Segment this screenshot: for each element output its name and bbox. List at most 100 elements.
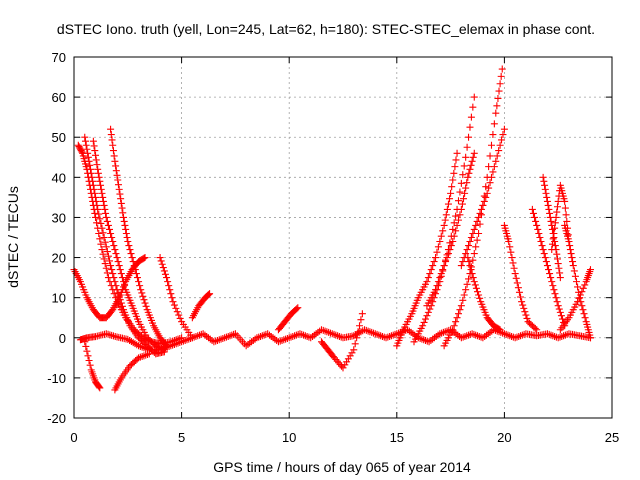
data-point-marker [581, 281, 589, 289]
data-point-marker [543, 262, 551, 270]
data-point-marker [128, 254, 136, 262]
data-point-marker [463, 280, 471, 288]
data-point-marker [556, 269, 564, 277]
data-point-marker [569, 262, 577, 270]
data-point-marker [447, 242, 455, 250]
data-point-marker [449, 326, 457, 334]
data-point-marker [553, 255, 561, 263]
data-point-marker [521, 308, 529, 316]
data-point-marker [89, 137, 97, 145]
data-point-marker [114, 181, 122, 189]
data-point-marker [561, 197, 569, 205]
data-point-marker [565, 238, 573, 246]
data-point-marker [108, 234, 116, 241]
data-point-marker [543, 193, 551, 201]
data-point-marker [97, 181, 105, 189]
data-point-marker [173, 308, 181, 316]
data-point-marker [92, 156, 100, 164]
data-point-marker [444, 250, 452, 258]
data-point-marker [424, 308, 432, 316]
data-point-marker [539, 173, 547, 181]
data-point-marker [586, 266, 594, 274]
data-point-marker [545, 205, 553, 213]
data-point-marker [113, 254, 121, 262]
data-point-marker [540, 250, 548, 258]
data-point-marker [449, 176, 457, 184]
data-point-marker [579, 284, 587, 292]
data-point-marker [344, 355, 352, 363]
data-point-marker [556, 308, 564, 316]
data-point-marker [145, 350, 153, 358]
data-point-marker [121, 221, 129, 229]
data-point-marker [555, 305, 563, 313]
data-point-marker [124, 238, 132, 246]
data-point-marker [117, 199, 125, 207]
data-point-marker [433, 248, 441, 256]
data-point-marker [118, 204, 126, 212]
data-point-marker [142, 302, 150, 310]
data-point-marker [467, 113, 475, 121]
data-point-marker [548, 278, 556, 286]
data-point-marker [85, 157, 93, 165]
data-point-marker [451, 163, 459, 171]
data-point-marker [563, 217, 571, 225]
data-point-marker [542, 189, 550, 197]
data-point-marker [434, 278, 442, 286]
y-tick-label: 20 [52, 251, 66, 266]
data-point-marker [544, 201, 552, 209]
data-point-marker [95, 383, 103, 391]
data-point-marker [480, 197, 488, 205]
data-point-marker [487, 141, 495, 149]
data-point-marker [112, 282, 120, 290]
data-point-marker [550, 229, 558, 237]
data-point-marker [95, 229, 103, 237]
data-point-marker [137, 286, 145, 294]
data-point-marker [81, 133, 89, 141]
data-point-marker [460, 291, 468, 299]
data-point-marker [110, 290, 118, 298]
data-point-marker [157, 257, 165, 265]
data-point-marker [86, 161, 94, 169]
data-point-marker [465, 133, 473, 141]
data-point-marker [429, 262, 437, 270]
data-point-marker [114, 258, 122, 266]
data-point-marker [100, 255, 108, 263]
data-point-marker [534, 225, 542, 233]
plot-frame [73, 56, 613, 419]
data-point-marker [467, 161, 475, 169]
data-point-marker [469, 153, 477, 161]
data-point-marker [78, 148, 86, 156]
data-point-marker [498, 136, 506, 144]
data-point-marker [444, 200, 452, 208]
data-point-marker [443, 205, 451, 213]
data-point-marker [489, 168, 497, 176]
data-point-marker [459, 258, 467, 266]
data-point-marker [470, 278, 478, 286]
data-point-marker [496, 326, 504, 334]
data-point-marker [436, 238, 444, 246]
data-point-marker [440, 262, 448, 270]
data-point-marker [81, 137, 89, 145]
data-point-marker [470, 250, 478, 258]
data-point-marker [93, 219, 101, 227]
data-point-marker [472, 243, 480, 251]
data-point-marker [469, 103, 477, 111]
data-point-marker [96, 177, 104, 185]
data-point-marker [165, 282, 173, 290]
data-point-marker [532, 217, 540, 225]
data-point-marker [579, 306, 587, 314]
data-point-marker [523, 314, 531, 322]
data-point-marker [506, 243, 514, 251]
data-point-marker [141, 254, 149, 262]
y-tick-label: 50 [52, 130, 66, 145]
data-point-marker [99, 250, 107, 258]
data-point-marker [85, 357, 93, 365]
y-tick-label: 10 [52, 291, 66, 306]
data-point-marker [164, 278, 172, 286]
data-point-marker [546, 270, 554, 278]
data-point-marker [548, 246, 556, 254]
data-point-marker [139, 292, 147, 300]
data-point-marker [122, 229, 130, 237]
data-point-marker [456, 306, 464, 314]
